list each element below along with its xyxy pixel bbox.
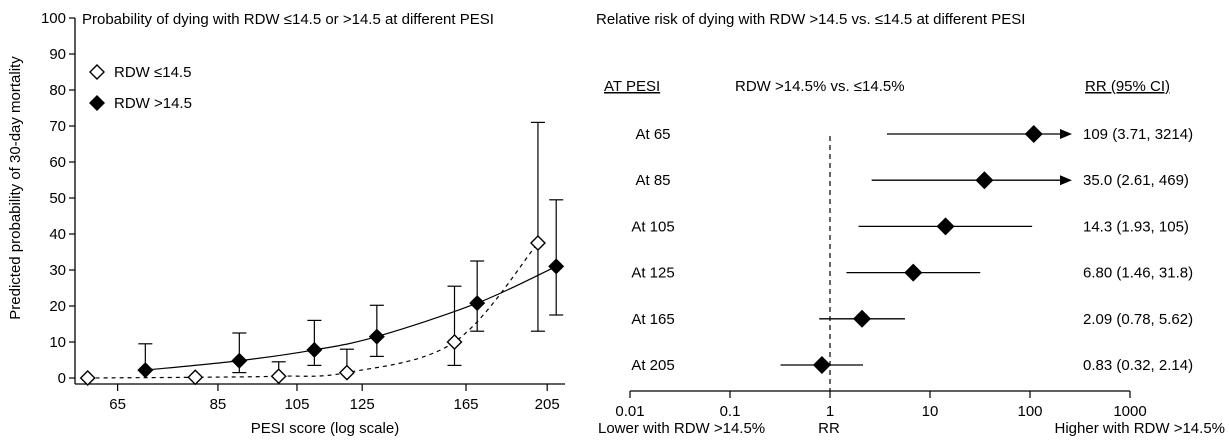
open-diamond-point xyxy=(338,364,355,381)
forest-row: At 205 0.83 (0.32, 2.14) xyxy=(631,356,1193,374)
header-rr-ci: RR (95% CI) xyxy=(1085,78,1170,95)
rr-point xyxy=(1024,125,1043,143)
rr-point xyxy=(936,217,955,236)
left-y-tick-label: 30 xyxy=(49,262,66,279)
right-x-tick-label: 100 xyxy=(1017,403,1042,420)
left-axes: 0 10 20 30 40 50 60 70 80 90 100 65 85 105 125 165 205 xyxy=(41,10,565,413)
left-x-tick-label: 205 xyxy=(535,396,560,413)
legend-label-rdw-high: RDW >14.5 xyxy=(114,95,192,112)
ci-arrow-icon xyxy=(1060,175,1072,186)
row-label: At 165 xyxy=(631,311,674,328)
left-x-tick-label: 85 xyxy=(210,396,227,413)
rr-point xyxy=(853,309,872,328)
left-error-bars xyxy=(138,121,564,377)
rr-point xyxy=(975,171,994,190)
left-y-axis-title: Predicted probability of 30-day mortalit… xyxy=(7,56,24,320)
right-x-axis-right-label: Higher with RDW >14.5% xyxy=(1055,420,1225,437)
right-x-tick-label: 1000 xyxy=(1113,403,1146,420)
rr-ci-text: 35.0 (2.61, 469) xyxy=(1083,172,1189,189)
filled-diamond-point xyxy=(368,328,385,345)
right-x-tick-label: 0.1 xyxy=(720,403,741,420)
left-y-tick-label: 40 xyxy=(49,226,66,243)
open-diamond-point xyxy=(187,369,204,386)
left-y-tick-label: 50 xyxy=(49,190,66,207)
left-y-tick-label: 100 xyxy=(41,10,66,27)
header-at-pesi: AT PESI xyxy=(604,78,660,95)
left-y-tick-label: 90 xyxy=(49,46,66,63)
header-comparison: RDW >14.5% vs. ≤14.5% xyxy=(735,78,905,95)
left-chart-title: Probability of dying with RDW ≤14.5 or >… xyxy=(82,11,494,28)
filled-diamond-point xyxy=(231,352,248,369)
left-y-tick-label: 20 xyxy=(49,298,66,315)
left-y-tick-label: 0 xyxy=(58,370,66,387)
open-diamond-point xyxy=(446,334,463,350)
forest-row: At 85 35.0 (2.61, 469) xyxy=(635,171,1189,190)
rr-point xyxy=(812,356,831,374)
forest-rows: At 65 109 (3.71, 3214) At 85 35.0 (2.61, 46… xyxy=(631,125,1193,374)
filled-diamond-point xyxy=(137,362,154,379)
rr-ci-text: 6.80 (1.46, 31.8) xyxy=(1083,265,1193,282)
open-diamond-point xyxy=(79,370,96,386)
filled-diamond-point xyxy=(548,258,565,275)
rr-ci-text: 2.09 (0.78, 5.62) xyxy=(1083,311,1193,328)
rr-ci-text: 14.3 (1.93, 105) xyxy=(1083,218,1189,235)
right-x-tick-label: 10 xyxy=(922,403,939,420)
right-x-tick-label: 0.01 xyxy=(615,403,644,420)
filled-diamond-point xyxy=(469,295,486,312)
open-diamond-point xyxy=(270,368,287,385)
left-x-tick-label: 165 xyxy=(453,396,478,413)
forest-row: At 65 109 (3.71, 3214) xyxy=(635,125,1193,143)
left-y-tick-label: 60 xyxy=(49,154,66,171)
left-chart: Probability of dying with RDW ≤14.5 or >… xyxy=(7,10,565,437)
left-y-tick-label: 80 xyxy=(49,82,66,99)
left-x-tick-label: 125 xyxy=(350,396,375,413)
legend: RDW ≤14.5 RDW >14.5 xyxy=(89,64,192,112)
row-label: At 85 xyxy=(635,172,670,189)
right-chart-title: Relative risk of dying with RDW >14.5 vs… xyxy=(596,11,1025,28)
row-label: At 105 xyxy=(631,218,674,235)
rr-ci-text: 109 (3.71, 3214) xyxy=(1083,126,1193,143)
row-label: At 125 xyxy=(631,265,674,282)
forest-row: At 105 14.3 (1.93, 105) xyxy=(631,217,1189,236)
right-chart: Relative risk of dying with RDW >14.5 vs… xyxy=(596,11,1225,437)
left-curves xyxy=(87,242,557,379)
forest-row: At 125 6.80 (1.46, 31.8) xyxy=(631,263,1193,282)
left-markers xyxy=(79,235,565,386)
row-label: At 65 xyxy=(635,126,670,143)
right-axes: 0.01 0.1 1 10 100 1000 xyxy=(615,136,1147,420)
right-x-axis-left-label: Lower with RDW >14.5% xyxy=(598,420,765,437)
filled-diamond-point xyxy=(306,341,323,358)
rr-point xyxy=(904,263,923,282)
left-y-tick-label: 70 xyxy=(49,118,66,135)
rr-ci-text: 0.83 (0.32, 2.14) xyxy=(1083,357,1193,374)
curve-rdw-low xyxy=(87,242,539,379)
legend-filled-diamond-icon xyxy=(89,95,105,111)
forest-row: At 165 2.09 (0.78, 5.62) xyxy=(631,309,1193,328)
left-x-tick-label: 65 xyxy=(109,396,126,413)
right-x-tick-label: 1 xyxy=(826,403,834,420)
curve-rdw-high xyxy=(145,265,557,371)
open-diamond-point xyxy=(529,235,546,251)
left-y-tick-label: 10 xyxy=(49,334,66,351)
row-label: At 205 xyxy=(631,357,674,374)
legend-open-diamond-icon xyxy=(89,64,105,80)
left-x-tick-label: 105 xyxy=(284,396,309,413)
right-x-axis-center-label: RR xyxy=(818,420,840,437)
ci-arrow-icon xyxy=(1060,129,1072,139)
left-x-axis-title: PESI score (log scale) xyxy=(251,420,399,437)
legend-label-rdw-low: RDW ≤14.5 xyxy=(114,64,191,81)
